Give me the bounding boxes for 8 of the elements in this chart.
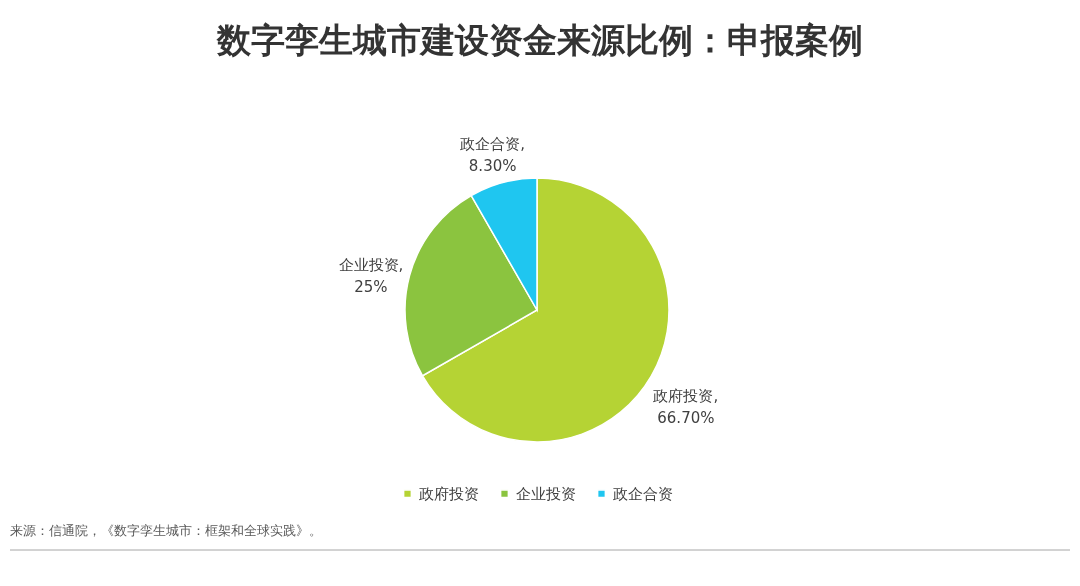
legend-label: 企业投资 [516,484,576,503]
legend-label: 政府投资 [419,484,479,503]
data-label: 企业投资, 25% [338,256,404,297]
data-label: 政企合资, 8.30% [460,134,526,175]
source-note: 来源：信通院，《数字孪生城市：框架和全球实践》。 [10,523,322,538]
chart-title: 数字孪生城市建设资金来源比例：申报案例 [216,20,863,60]
legend-label: 政企合资 [613,484,673,503]
data-label: 政府投资, 66.70% [653,387,719,428]
